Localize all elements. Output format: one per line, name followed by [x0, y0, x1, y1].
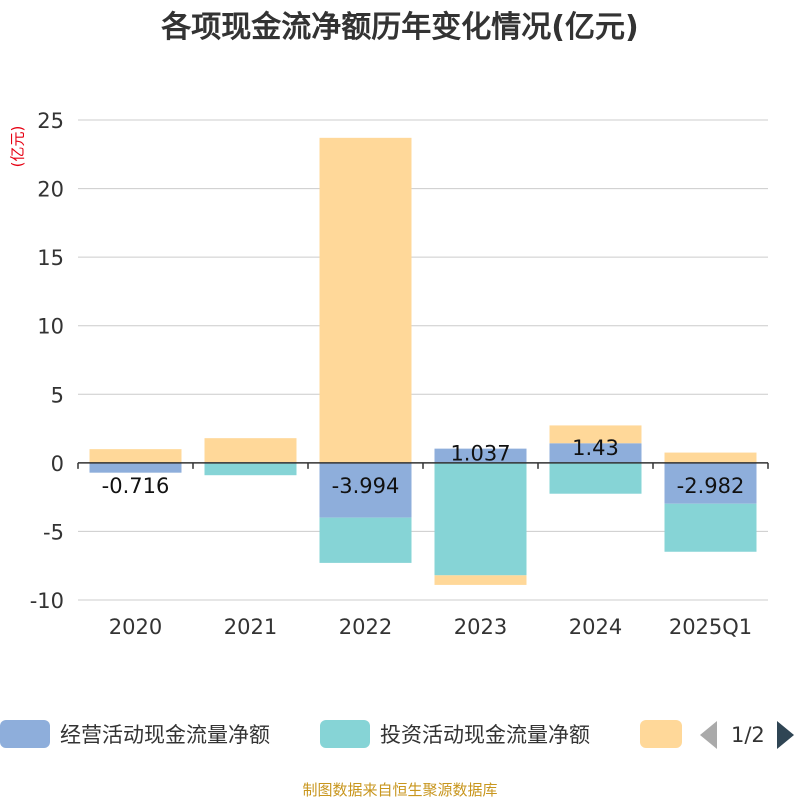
bar-series1-2025Q1 [664, 462, 757, 504]
data-label: -0.716 [102, 474, 170, 498]
legend-label-operating: 经营活动现金流量净额 [60, 723, 270, 747]
data-label: -2.982 [677, 474, 745, 498]
bar-series2-2023 [434, 462, 527, 576]
bar-series3-2025Q1 [664, 452, 757, 463]
bar-series3-2023 [434, 575, 527, 585]
legend-item-operating[interactable]: 经营活动现金流量净额 [0, 716, 270, 752]
y-tick-label: 5 [51, 383, 64, 407]
x-tick-label: 2022 [339, 615, 392, 639]
bar-series3-2022 [319, 137, 412, 463]
bar-series1-2024 [549, 443, 642, 463]
x-tick-label: 2023 [454, 615, 507, 639]
chart-title: 各项现金流净额历年变化情况(亿元) [161, 10, 639, 45]
y-tick-label: 25 [37, 109, 64, 133]
bar-series2-2021 [204, 462, 297, 476]
pager-next-arrow-icon[interactable] [776, 721, 794, 749]
bar-series1-2022 [319, 462, 412, 518]
legend-swatch-operating [0, 720, 50, 748]
bar-series3-2024 [549, 425, 642, 444]
y-tick-label: 20 [37, 178, 64, 202]
chart-plot: -10 -5 0 5 10 15 20 25 2020 2021 2022 2023 2024 2025Q… [30, 109, 769, 639]
y-tick-label: 15 [37, 246, 64, 270]
y-tick-label: -10 [30, 589, 64, 613]
data-label: 1.43 [572, 436, 619, 460]
data-label: 1.037 [450, 442, 510, 466]
x-tick-label: 2020 [109, 615, 162, 639]
legend-label-investing: 投资活动现金流量净额 [380, 723, 590, 747]
legend-item-investing[interactable]: 投资活动现金流量净额 [320, 716, 590, 752]
bar-series3-2021 [204, 438, 297, 463]
source-note: 制图数据来自恒生聚源数据库 [302, 781, 498, 799]
legend-swatch-third [640, 720, 682, 748]
bar-series2-2025Q1 [664, 503, 757, 552]
pager-prev-arrow-icon[interactable] [700, 721, 717, 749]
y-tick-label: 10 [37, 315, 64, 339]
y-tick-label: 0 [51, 452, 64, 476]
bar-series2-2024 [549, 462, 642, 494]
bar-series1-2020 [89, 462, 182, 473]
bar-series3-2020 [89, 449, 182, 463]
y-tick-label: -5 [43, 520, 64, 544]
bar-series1-2023 [434, 448, 527, 463]
x-tick-label: 2021 [224, 615, 277, 639]
x-tick-label: 2024 [569, 615, 622, 639]
data-label: -3.994 [332, 474, 400, 498]
x-tick-label: 2025Q1 [669, 615, 752, 639]
legend-swatch-investing [320, 720, 370, 748]
pager-page-indicator: 1/2 [731, 723, 765, 747]
legend-item-third[interactable] [640, 716, 682, 752]
bar-series2-2022 [319, 517, 412, 563]
legend-pager: 1/2 [700, 718, 794, 752]
